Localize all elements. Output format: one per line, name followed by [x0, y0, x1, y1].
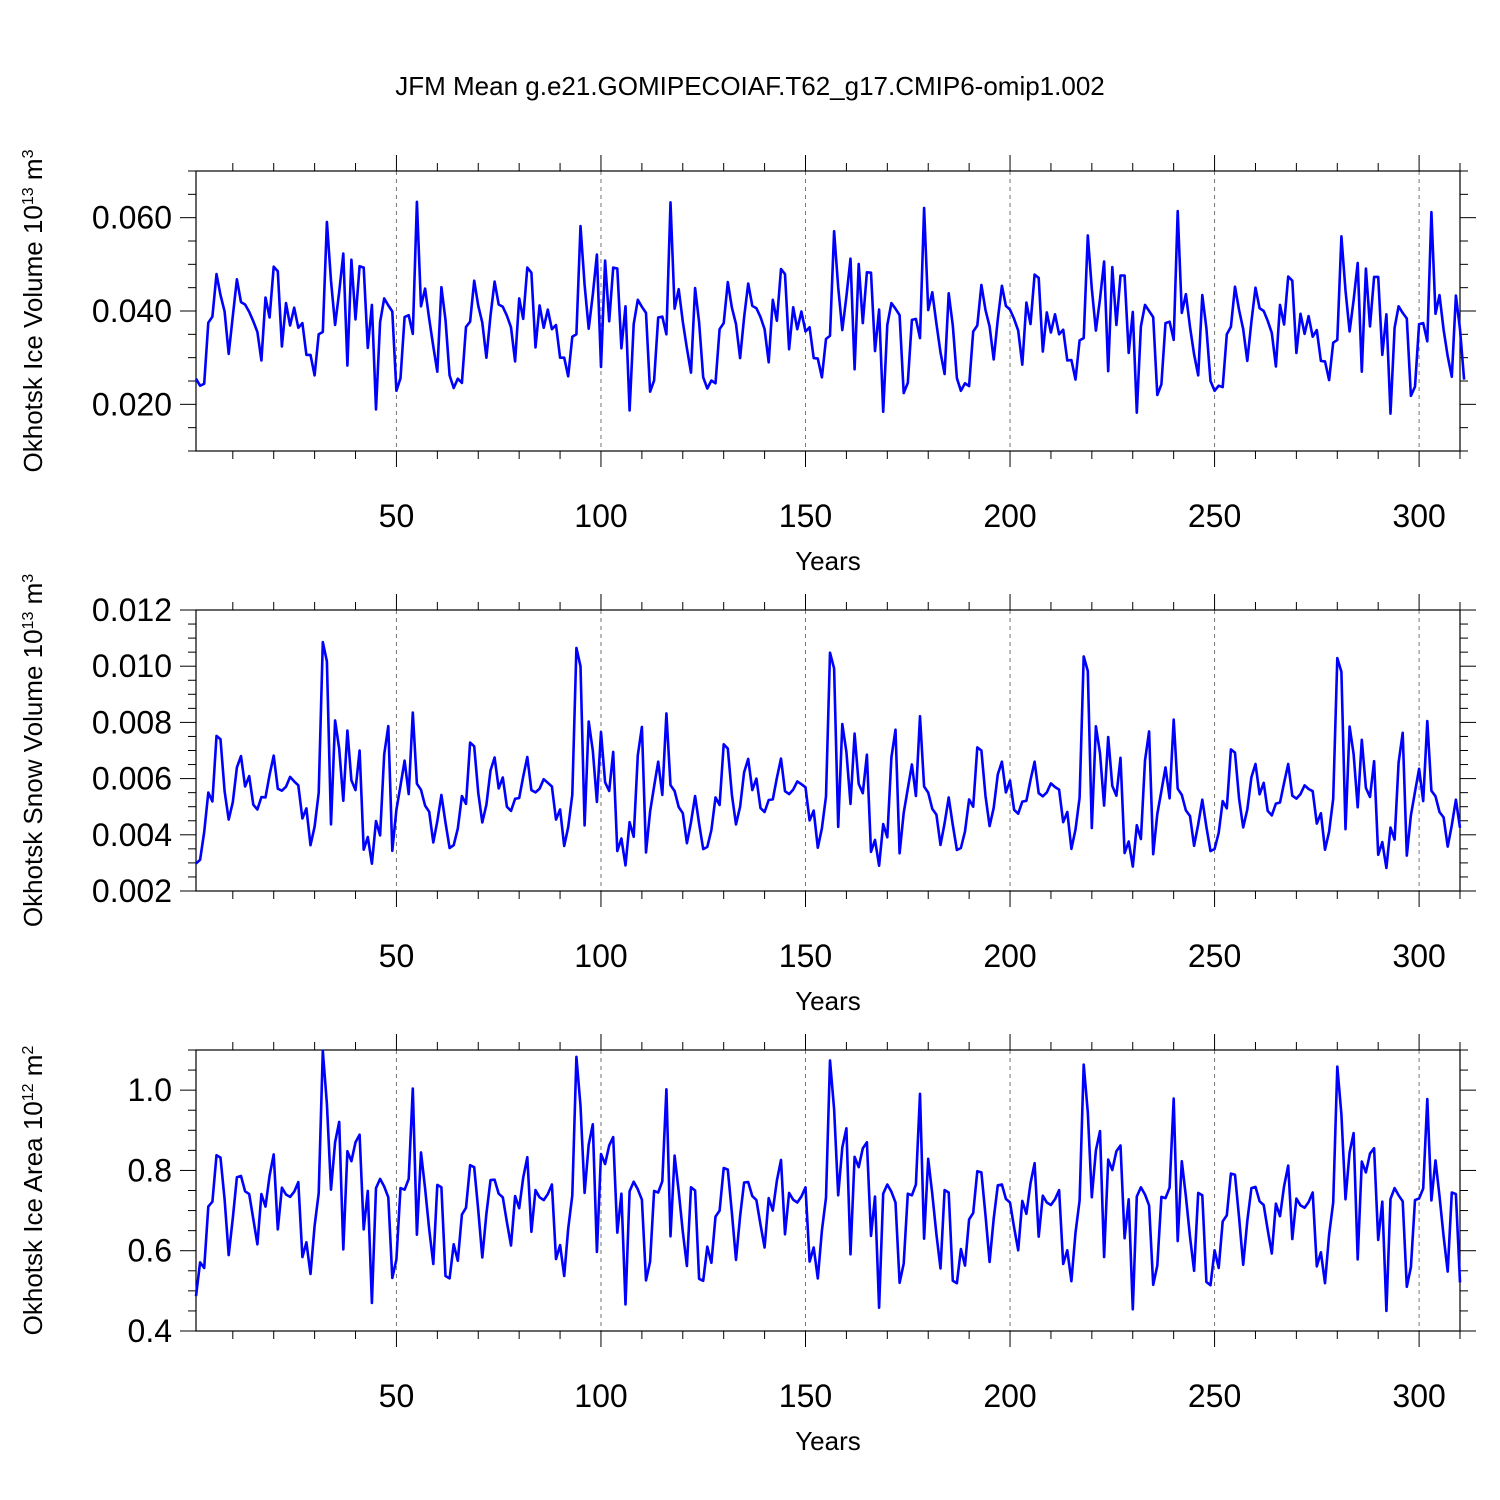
x-tick-label: 150 — [779, 938, 832, 974]
x-tick-label: 250 — [1188, 498, 1241, 534]
y-axis-title-text: Okhotsk Snow Volume 10 — [18, 629, 48, 927]
x-tick-label: 100 — [574, 1378, 627, 1414]
y-tick-label: 0.002 — [92, 873, 172, 909]
y-axis-title-exp: 12 — [20, 1083, 37, 1101]
y-tick-label: 0.6 — [128, 1233, 172, 1269]
y-tick-label: 0.012 — [92, 592, 172, 628]
y-axis-title-unit-exp: 2 — [20, 1046, 37, 1055]
plot-frame — [195, 170, 1461, 452]
y-axis-title: Okhotsk Ice Volume 1013 m3 — [18, 149, 48, 472]
y-axis-title-unit-exp: 3 — [20, 574, 37, 583]
y-axis-title-unit-exp: 3 — [20, 149, 37, 158]
chart-panel-ice-area: 0.4 0.6 0.8 1.0 50 100 150 200 250 300 Years Okhots… — [18, 1034, 1476, 1456]
y-axis-title-exp: 13 — [20, 187, 37, 205]
y-axis-title-unit: m — [18, 583, 48, 612]
y-tick-label: 0.8 — [128, 1152, 172, 1188]
x-tick-label: 300 — [1392, 1378, 1445, 1414]
y-axis-title: Okhotsk Snow Volume 1013 m3 — [18, 574, 48, 927]
figure-title: JFM Mean g.e21.GOMIPECOIAF.T62_g17.CMIP6… — [395, 71, 1105, 101]
x-tick-label: 100 — [574, 938, 627, 974]
x-tick-label: 200 — [983, 938, 1036, 974]
y-axis-title: Okhotsk Ice Area 1012 m2 — [18, 1046, 48, 1336]
x-axis-title: Years — [795, 1426, 861, 1456]
series-line-snow-volume — [195, 640, 1462, 870]
y-tick-label: 0.004 — [92, 817, 172, 853]
x-tick-label: 50 — [379, 498, 415, 534]
y-tick-label: 0.020 — [92, 386, 172, 422]
y-tick-label: 0.4 — [128, 1313, 172, 1349]
y-tick-label: 0.010 — [92, 648, 172, 684]
x-tick-label: 50 — [379, 938, 415, 974]
y-tick-label: 0.006 — [92, 761, 172, 797]
x-tick-label: 250 — [1188, 938, 1241, 974]
x-tick-label: 50 — [379, 1378, 415, 1414]
chart-panel-snow-volume: 0.002 0.004 0.006 0.008 0.010 0.012 50 100 150 20… — [18, 574, 1476, 1016]
x-tick-label: 300 — [1392, 938, 1445, 974]
y-tick-label: 0.008 — [92, 704, 172, 740]
y-axis-title-text: Okhotsk Ice Area 10 — [18, 1101, 48, 1335]
x-tick-label: 150 — [779, 498, 832, 534]
x-tick-label: 150 — [779, 1378, 832, 1414]
chart-panel-ice-volume: 0.020 0.040 0.060 50 100 150 200 250 300 Years Okh… — [18, 149, 1476, 576]
series-line-ice-volume — [194, 200, 1466, 416]
y-tick-label: 1.0 — [128, 1072, 172, 1108]
y-axis-title-unit: m — [18, 158, 48, 187]
y-axis-title-unit: m — [18, 1055, 48, 1084]
x-axis-title: Years — [795, 546, 861, 576]
x-tick-label: 200 — [983, 1378, 1036, 1414]
y-axis-title-exp: 13 — [20, 612, 37, 630]
y-tick-label: 0.040 — [92, 293, 172, 329]
x-tick-label: 200 — [983, 498, 1036, 534]
series-line-ice-area — [194, 1049, 1462, 1313]
x-axis-title: Years — [795, 986, 861, 1016]
x-tick-label: 250 — [1188, 1378, 1241, 1414]
y-tick-label: 0.060 — [92, 200, 172, 236]
y-axis-title-text: Okhotsk Ice Volume 10 — [18, 205, 48, 472]
x-tick-label: 300 — [1392, 498, 1445, 534]
x-tick-label: 100 — [574, 498, 627, 534]
